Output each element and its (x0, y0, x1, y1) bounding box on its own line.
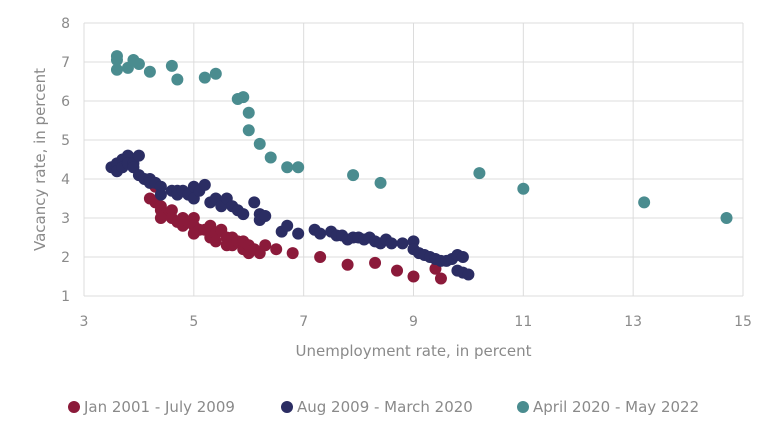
data-point-series-3 (237, 91, 250, 104)
y-tick-label: 6 (61, 94, 70, 110)
data-point-series-2 (385, 237, 398, 250)
y-tick-label: 7 (61, 55, 70, 71)
data-point-series-2 (314, 227, 327, 240)
legend-label: Jan 2001 - July 2009 (83, 398, 235, 416)
x-tick-label: 9 (409, 314, 418, 330)
data-point-series-3 (517, 182, 530, 195)
data-point-series-3 (292, 161, 305, 174)
data-point-series-2 (292, 227, 305, 240)
data-point-series-3 (198, 71, 211, 84)
data-point-series-3 (171, 73, 184, 86)
data-point-series-3 (209, 67, 222, 80)
y-tick-label: 2 (61, 250, 70, 266)
x-tick-label: 7 (299, 314, 308, 330)
data-point-series-2 (154, 188, 167, 201)
data-point-series-1 (434, 272, 447, 285)
legend-item-1: Jan 2001 - July 2009 (68, 398, 235, 416)
legend-label: Aug 2009 - March 2020 (297, 398, 473, 416)
y-tick-label: 5 (61, 133, 70, 149)
data-point-series-2 (198, 178, 211, 191)
data-point-series-3 (242, 124, 255, 137)
x-axis-title: Unemployment rate, in percent (296, 342, 532, 360)
data-point-series-3 (638, 196, 651, 209)
data-point-series-2 (248, 196, 261, 209)
legend-item-2: Aug 2009 - March 2020 (281, 398, 473, 416)
y-tick-label: 8 (61, 16, 70, 32)
x-tick-label: 13 (624, 314, 642, 330)
x-tick-label: 5 (189, 314, 198, 330)
data-point-series-2 (462, 268, 475, 281)
data-point-series-3 (110, 54, 123, 67)
legend: Jan 2001 - July 2009 Aug 2009 - March 202… (68, 398, 699, 416)
data-point-series-1 (407, 270, 420, 283)
y-tick-label: 4 (61, 172, 70, 188)
legend-marker (68, 401, 80, 413)
data-point-series-3 (165, 59, 178, 72)
data-points (105, 50, 733, 285)
data-point-series-1 (259, 239, 272, 252)
data-point-series-1 (314, 251, 327, 263)
data-point-series-1 (270, 243, 283, 256)
data-point-series-3 (281, 161, 294, 174)
legend-marker (281, 401, 293, 413)
data-point-series-3 (110, 63, 123, 76)
data-point-series-1 (154, 212, 167, 224)
legend-item-3: April 2020 - May 2022 (517, 398, 699, 416)
axes: 1 2 3 4 5 6 7 8 3 5 7 9 11 13 15 (61, 16, 752, 330)
data-point-series-2 (281, 219, 294, 232)
y-tick-label: 3 (61, 211, 70, 227)
data-point-series-1 (341, 258, 354, 271)
data-point-series-3 (264, 151, 277, 164)
data-point-series-2 (132, 149, 145, 162)
data-point-series-3 (374, 176, 387, 189)
x-tick-label: 11 (514, 314, 532, 330)
data-point-series-1 (209, 235, 222, 248)
legend-label: April 2020 - May 2022 (533, 398, 699, 416)
data-point-series-3 (242, 106, 255, 119)
y-tick-label: 1 (61, 289, 70, 305)
data-point-series-1 (187, 227, 200, 240)
data-point-series-1 (369, 256, 382, 269)
x-tick-label: 15 (734, 314, 752, 330)
data-point-series-3 (132, 57, 145, 70)
data-point-series-2 (396, 237, 409, 250)
data-point-series-3 (347, 169, 360, 182)
data-point-series-1 (391, 264, 404, 277)
data-point-series-3 (143, 65, 156, 78)
data-point-series-1 (286, 247, 299, 260)
data-point-series-2 (456, 251, 469, 263)
data-point-series-3 (473, 167, 486, 180)
data-point-series-2 (259, 210, 272, 223)
data-point-series-2 (237, 208, 250, 221)
x-tick-label: 3 (80, 314, 89, 330)
y-axis-title: Vacancy rate, in percent (31, 68, 49, 251)
data-point-series-3 (253, 137, 266, 150)
legend-marker (517, 401, 529, 413)
data-point-series-3 (720, 212, 733, 224)
